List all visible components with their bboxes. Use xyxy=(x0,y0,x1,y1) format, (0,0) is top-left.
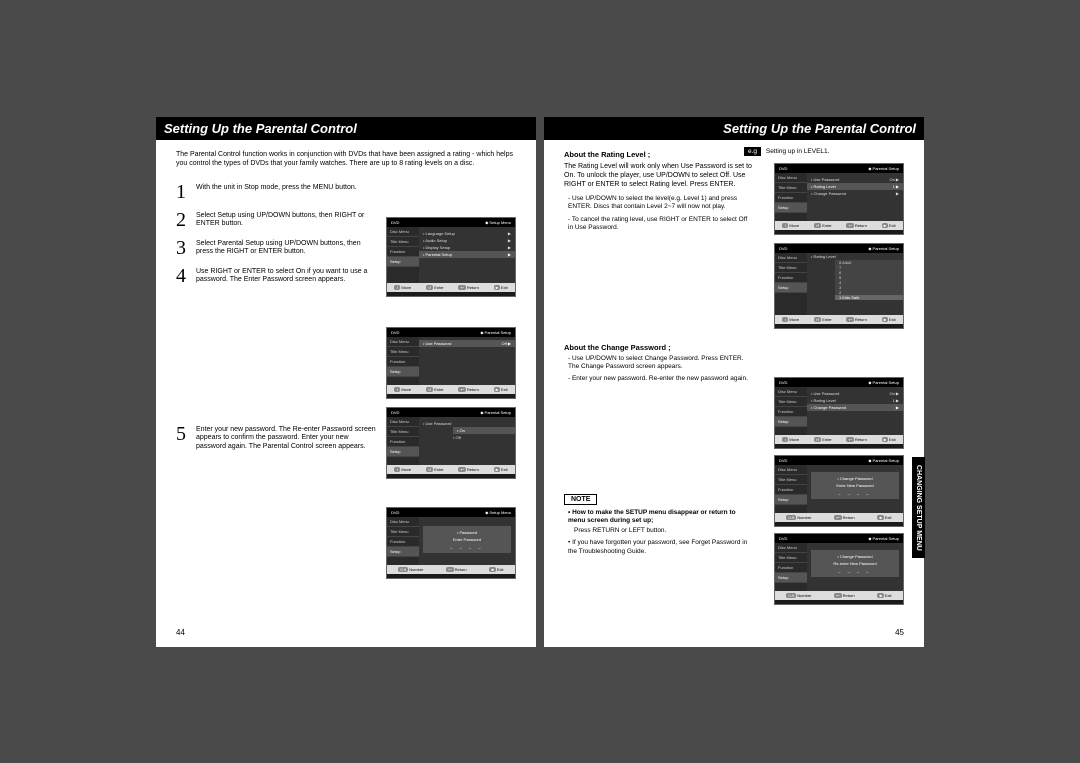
eg-label: e.g xyxy=(744,147,761,156)
page-number: 44 xyxy=(176,628,185,637)
step-2: 2 Select Setup using UP/DOWN buttons, th… xyxy=(176,210,376,230)
rating-para: The Rating Level will work only when Use… xyxy=(564,162,754,189)
rating-bullet: - To cancel the rating level, use RIGHT … xyxy=(568,216,754,233)
page-number: 45 xyxy=(895,628,904,637)
step-number: 4 xyxy=(176,266,190,286)
screenshot-use-password-on: DVD◆ Parental Setup Disc Menu Title Menu… xyxy=(386,407,516,479)
step-text: Select Parental Setup using UP/DOWN butt… xyxy=(196,238,376,258)
rating-bullet: - Use UP/DOWN to select the level(e.g. L… xyxy=(568,195,754,212)
screenshot-use-password-off: DVD◆ Parental Setup Disc Menu Title Menu… xyxy=(386,327,516,399)
chpw-bullet: - Use UP/DOWN to select Change Password.… xyxy=(568,355,754,372)
step-text: Use RIGHT or ENTER to select On if you w… xyxy=(196,266,376,286)
step-3: 3 Select Parental Setup using UP/DOWN bu… xyxy=(176,238,376,258)
page-right: Setting Up the Parental Control e.g Sett… xyxy=(544,117,924,647)
step-text: Enter your new password. The Re-enter Pa… xyxy=(196,424,376,452)
step-1: 1 With the unit in Stop mode, press the … xyxy=(176,182,376,202)
side-tab: CHANGING SETUP MENU xyxy=(912,457,925,559)
page-title: Setting Up the Parental Control xyxy=(544,117,924,140)
screenshot-enter-new-pw: DVD◆ Parental Setup Disc MenuTitle MenuF… xyxy=(774,455,904,527)
screenshot-setup-menu: DVD◆ Setup Menu Disc Menu Title Menu Fun… xyxy=(386,217,516,297)
note-bullet: • How to make the SETUP menu disappear o… xyxy=(568,509,754,526)
screenshot-enter-password: DVD◆ Setup Menu Disc Menu Title Menu Fun… xyxy=(386,507,516,579)
step-4: 4 Use RIGHT or ENTER to select On if you… xyxy=(176,266,376,286)
note-bullet: • If you have forgotten your password, s… xyxy=(568,539,754,556)
step-number: 3 xyxy=(176,238,190,258)
chpw-bullet: - Enter your new password. Re-enter the … xyxy=(568,375,754,383)
step-5: 5 Enter your new password. The Re-enter … xyxy=(176,424,376,452)
intro-text: The Parental Control function works in c… xyxy=(176,150,516,168)
step-number: 5 xyxy=(176,424,190,452)
note-sub: Press RETURN or LEFT button. xyxy=(574,527,760,535)
note-label: NOTE xyxy=(564,494,597,505)
step-number: 1 xyxy=(176,182,190,202)
page-spread: Setting Up the Parental Control The Pare… xyxy=(156,117,924,647)
step-text: Select Setup using UP/DOWN buttons, then… xyxy=(196,210,376,230)
eg-text: Setting up in LEVEL1. xyxy=(766,148,830,155)
step-number: 2 xyxy=(176,210,190,230)
screenshot-level-list: DVD◆ Parental Setup Disc Menu Title Menu… xyxy=(774,243,904,329)
chpw-heading: About the Change Password ; xyxy=(564,343,904,352)
screenshot-reenter-pw: DVD◆ Parental Setup Disc MenuTitle MenuF… xyxy=(774,533,904,605)
step-text: With the unit in Stop mode, press the ME… xyxy=(196,182,357,202)
page-left: Setting Up the Parental Control The Pare… xyxy=(156,117,536,647)
screenshot-change-pw-menu: DVD◆ Parental Setup Disc Menu Title Menu… xyxy=(774,377,904,449)
page-title: Setting Up the Parental Control xyxy=(156,117,536,140)
screenshot-parental-on: DVD◆ Parental Setup Disc Menu Title Menu… xyxy=(774,163,904,235)
